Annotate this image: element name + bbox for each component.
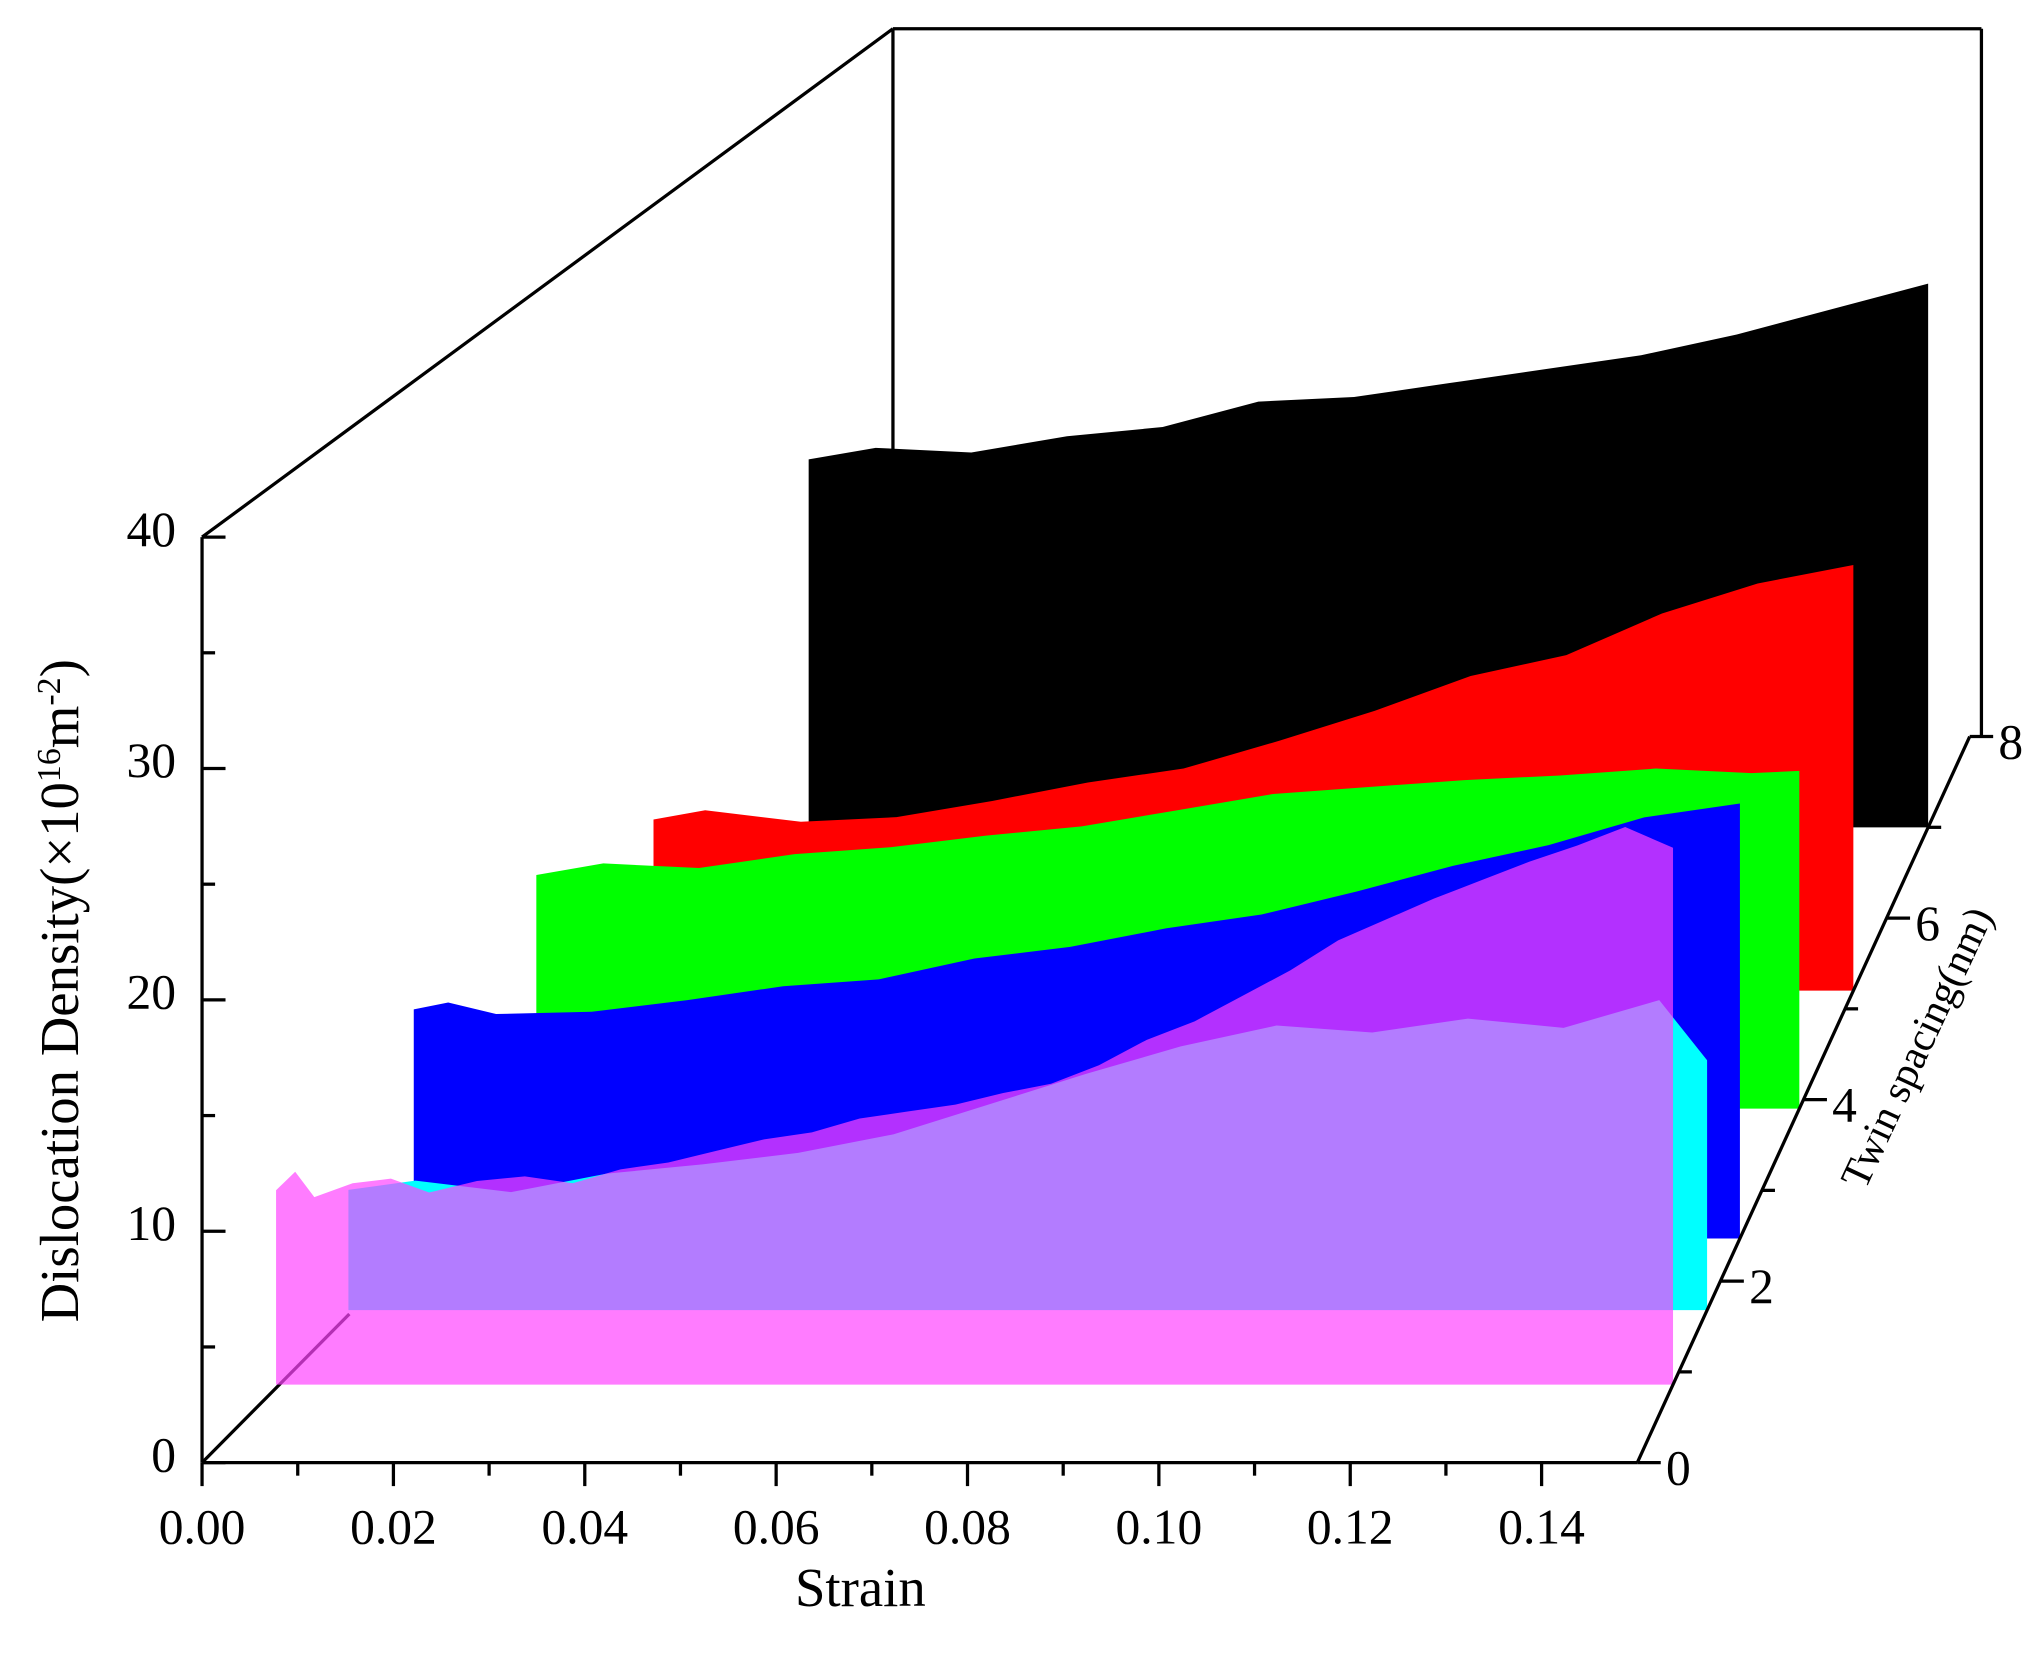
z-tick-label: 8 bbox=[1998, 714, 2023, 769]
z-tick-label: 0 bbox=[1666, 1440, 1691, 1495]
y-axis-title: Dislocation Density(×1016m-2) bbox=[29, 659, 90, 1322]
y-tick-label: 0 bbox=[151, 1427, 176, 1482]
x-tick-label: 0.06 bbox=[733, 1499, 820, 1554]
x-tick-label: 0.04 bbox=[541, 1499, 628, 1554]
x-tick-label: 0.10 bbox=[1116, 1499, 1203, 1554]
y-title-part: ) bbox=[29, 659, 90, 677]
x-tick-label: 0.08 bbox=[924, 1499, 1011, 1554]
y-title-part: m bbox=[29, 706, 90, 749]
x-tick-label: 0.02 bbox=[350, 1499, 437, 1554]
x-axis-title: Strain bbox=[795, 1557, 926, 1618]
y-title-part: -2 bbox=[31, 677, 68, 705]
frame bbox=[200, 27, 1984, 1464]
x-tick-label: 0.12 bbox=[1307, 1499, 1394, 1554]
z-tick-label: 6 bbox=[1915, 896, 1940, 951]
axes: 0.00 0.02 0.04 0.06 0.08 0.10 0.12 0.1401020304… bbox=[126, 502, 2023, 1555]
y-tick-label: 30 bbox=[126, 733, 176, 788]
wall bbox=[276, 826, 1674, 1385]
z-tick-label: 4 bbox=[1832, 1077, 1857, 1132]
y-tick-label: 10 bbox=[126, 1196, 176, 1251]
y-tick-label: 20 bbox=[126, 965, 176, 1020]
walls bbox=[276, 283, 1929, 1385]
z-tick-label: 2 bbox=[1749, 1259, 1774, 1314]
y-title-part: Dislocation Density(×10 bbox=[29, 782, 90, 1322]
y-tick-label: 40 bbox=[126, 502, 176, 557]
x-tick-label: 0.14 bbox=[1498, 1499, 1585, 1554]
frame-edge bbox=[201, 27, 894, 539]
y-title-part: 16 bbox=[31, 748, 68, 782]
x-tick-label: 0.00 bbox=[159, 1499, 246, 1554]
